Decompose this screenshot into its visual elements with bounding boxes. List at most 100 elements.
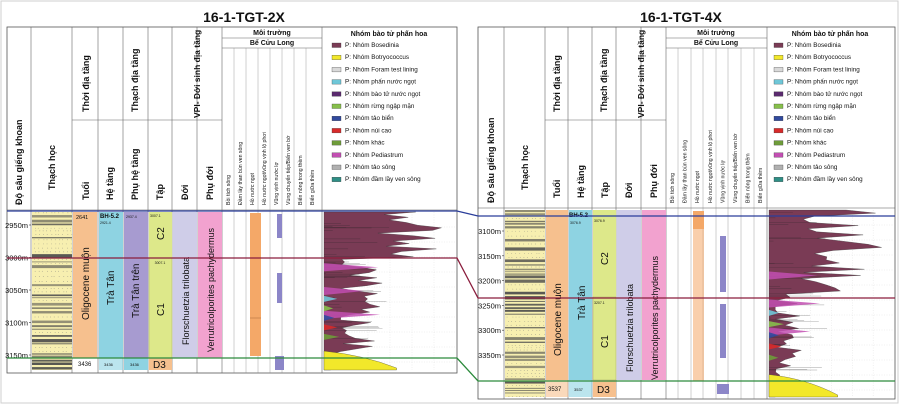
legend-swatch bbox=[331, 103, 342, 109]
legend-label: P: Nhóm Botryococcus bbox=[787, 54, 851, 61]
palyno-curves bbox=[768, 209, 894, 398]
depth-label: 3050m bbox=[5, 286, 28, 295]
legend-swatch bbox=[331, 79, 342, 85]
member-lower-label: C1 bbox=[156, 303, 167, 316]
env-column-header: Bồi tích sông bbox=[670, 173, 676, 203]
legend-label: P: Nhóm bào tử nước ngọt bbox=[787, 90, 862, 98]
header-age: Tuổi bbox=[552, 180, 562, 198]
small-value: 3537 bbox=[574, 387, 584, 392]
legend-swatch bbox=[331, 55, 342, 60]
age-bottom-depth: 3537 bbox=[548, 387, 562, 393]
palyno-area-pediastrum bbox=[769, 327, 811, 336]
header-zone: Đới bbox=[180, 185, 190, 200]
env-bar-brackish bbox=[277, 214, 282, 238]
header-depth: Độ sâu giếng khoan bbox=[14, 119, 24, 205]
member-c2 bbox=[593, 210, 616, 297]
correlation-line-c1-top bbox=[7, 257, 895, 299]
well-panel-4x: 16-1-TGT-4X Độ sâu giếng khoan Thạch học bbox=[477, 9, 896, 400]
well-title: 16-1-TGT-4X bbox=[640, 9, 722, 25]
header-litho-strat: Thạch địa tầng bbox=[599, 48, 609, 112]
zone-label: Florschuetzia trilobata bbox=[181, 257, 191, 345]
subsystem-block bbox=[124, 212, 148, 358]
well-title: 16-1-TGT-2X bbox=[203, 9, 285, 25]
legend-swatch bbox=[331, 116, 342, 121]
zone-label: Florschuetzia trilobata bbox=[625, 284, 635, 372]
legend-label: P: Nhóm rừng ngập mặn bbox=[787, 103, 857, 110]
header-basin: Bể Cửu Long bbox=[250, 39, 294, 47]
legend-label: P: Nhóm Botryococcus bbox=[345, 54, 409, 61]
small-value: 3436 bbox=[130, 362, 140, 367]
age-bottom-depth: 3436 bbox=[78, 362, 92, 368]
depth-label: 3100m bbox=[478, 227, 501, 236]
legend-label: P: Nhóm núi cao bbox=[787, 127, 834, 134]
small-value: 3007.1 bbox=[150, 214, 161, 218]
header-chrono: Thời địa tầng bbox=[81, 55, 91, 112]
palyno-area-minor bbox=[324, 295, 338, 302]
member-lower-label: C1 bbox=[600, 335, 611, 348]
header-depth: Độ sâu giếng khoan bbox=[486, 117, 496, 203]
legend-swatch bbox=[773, 91, 784, 97]
legend-swatch bbox=[773, 152, 784, 158]
age-block bbox=[546, 210, 568, 380]
correlation-line-d3-top bbox=[7, 357, 895, 382]
system-marker: BH-5.2 bbox=[100, 214, 120, 220]
age-label: Oligocene muộn bbox=[553, 283, 564, 356]
header-system: Hệ tầng bbox=[105, 167, 115, 200]
header-environment: Môi trường bbox=[253, 30, 291, 37]
header-environment: Môi trường bbox=[697, 30, 735, 37]
legend-label: P: Nhóm Pediastrum bbox=[787, 152, 845, 159]
system-label: Trà Tân bbox=[577, 286, 588, 320]
legend-label: P: Nhóm khác bbox=[787, 140, 827, 147]
legend-label: P: Nhóm tảo sông bbox=[787, 164, 838, 171]
env-column-headers: Bồi tích sông Đầm lầy than bùn ven sông Hồ… bbox=[226, 132, 316, 205]
env-bar-brackish bbox=[720, 236, 726, 292]
env-column-header: Biển nông trong thềm bbox=[297, 155, 304, 205]
palyno-area-botryococcus bbox=[323, 350, 397, 371]
legend-swatch bbox=[773, 164, 784, 170]
legend-label: P: Nhóm núi cao bbox=[345, 127, 392, 134]
system-block bbox=[99, 212, 123, 358]
subsystem-label: Trà Tân trên bbox=[131, 264, 142, 318]
env-column-header: Đầm lầy than bùn ven sông bbox=[238, 142, 244, 205]
env-bar-freshwater-lake bbox=[693, 229, 704, 381]
small-value: 3076.9 bbox=[594, 219, 605, 223]
legend-label: P: Nhóm Pediastrum bbox=[345, 152, 403, 159]
palyno-area-pediastrum bbox=[769, 299, 821, 308]
env-column-header: Biển nông trong thềm bbox=[745, 153, 752, 203]
legend-label: P: Nhóm tảo biển bbox=[787, 114, 836, 122]
legend-swatch bbox=[331, 152, 342, 158]
header-member: Tập bbox=[600, 181, 610, 198]
header-basin: Bể Cửu Long bbox=[694, 39, 738, 47]
header-chrono: Thời địa tầng bbox=[552, 55, 562, 112]
subzone-label: Verrutricolporites pachydermus bbox=[650, 255, 660, 380]
env-column-header: Vùng chuyển tiếp/Biển ven bờ bbox=[732, 133, 739, 203]
depth-label: 2950m bbox=[5, 221, 28, 230]
well-box bbox=[477, 26, 896, 400]
env-column-header: Biển giữa thềm bbox=[309, 170, 316, 205]
palyno-area-minor bbox=[769, 321, 784, 328]
legend-swatch bbox=[331, 140, 342, 146]
legend-label: P: Nhóm tảo biển bbox=[345, 114, 394, 122]
legend-swatch bbox=[773, 116, 784, 121]
env-column-header: Hồ nước ngọt/vũng vịnh lộ phơi bbox=[262, 132, 268, 205]
legend-swatch bbox=[773, 42, 784, 48]
small-value: 3076.9 bbox=[570, 221, 581, 225]
subzone-block bbox=[642, 210, 666, 380]
legend-swatch bbox=[331, 91, 342, 97]
palyno-area-minor bbox=[769, 332, 779, 339]
header-palyno: Nhóm bào tử phấn hoa bbox=[351, 30, 428, 38]
header-litho-strat: Thạch địa tầng bbox=[130, 48, 140, 112]
palyno-area-botryococcus bbox=[768, 374, 838, 398]
member-d3 bbox=[149, 358, 172, 370]
env-bar-freshwater-lake bbox=[693, 211, 704, 229]
legend-swatch bbox=[331, 128, 342, 134]
legend-label: P: Nhóm Foram test lining bbox=[345, 66, 418, 73]
header-vpi: VPI- Đới sinh địa tầng bbox=[192, 30, 202, 118]
env-bar-brackish bbox=[275, 356, 284, 370]
depth-label: 3300m bbox=[478, 326, 501, 335]
header-member: Tập bbox=[155, 183, 165, 200]
palyno-area-pediastrum bbox=[324, 287, 365, 295]
correlation-lines bbox=[7, 210, 895, 382]
lithology-column bbox=[32, 212, 72, 370]
